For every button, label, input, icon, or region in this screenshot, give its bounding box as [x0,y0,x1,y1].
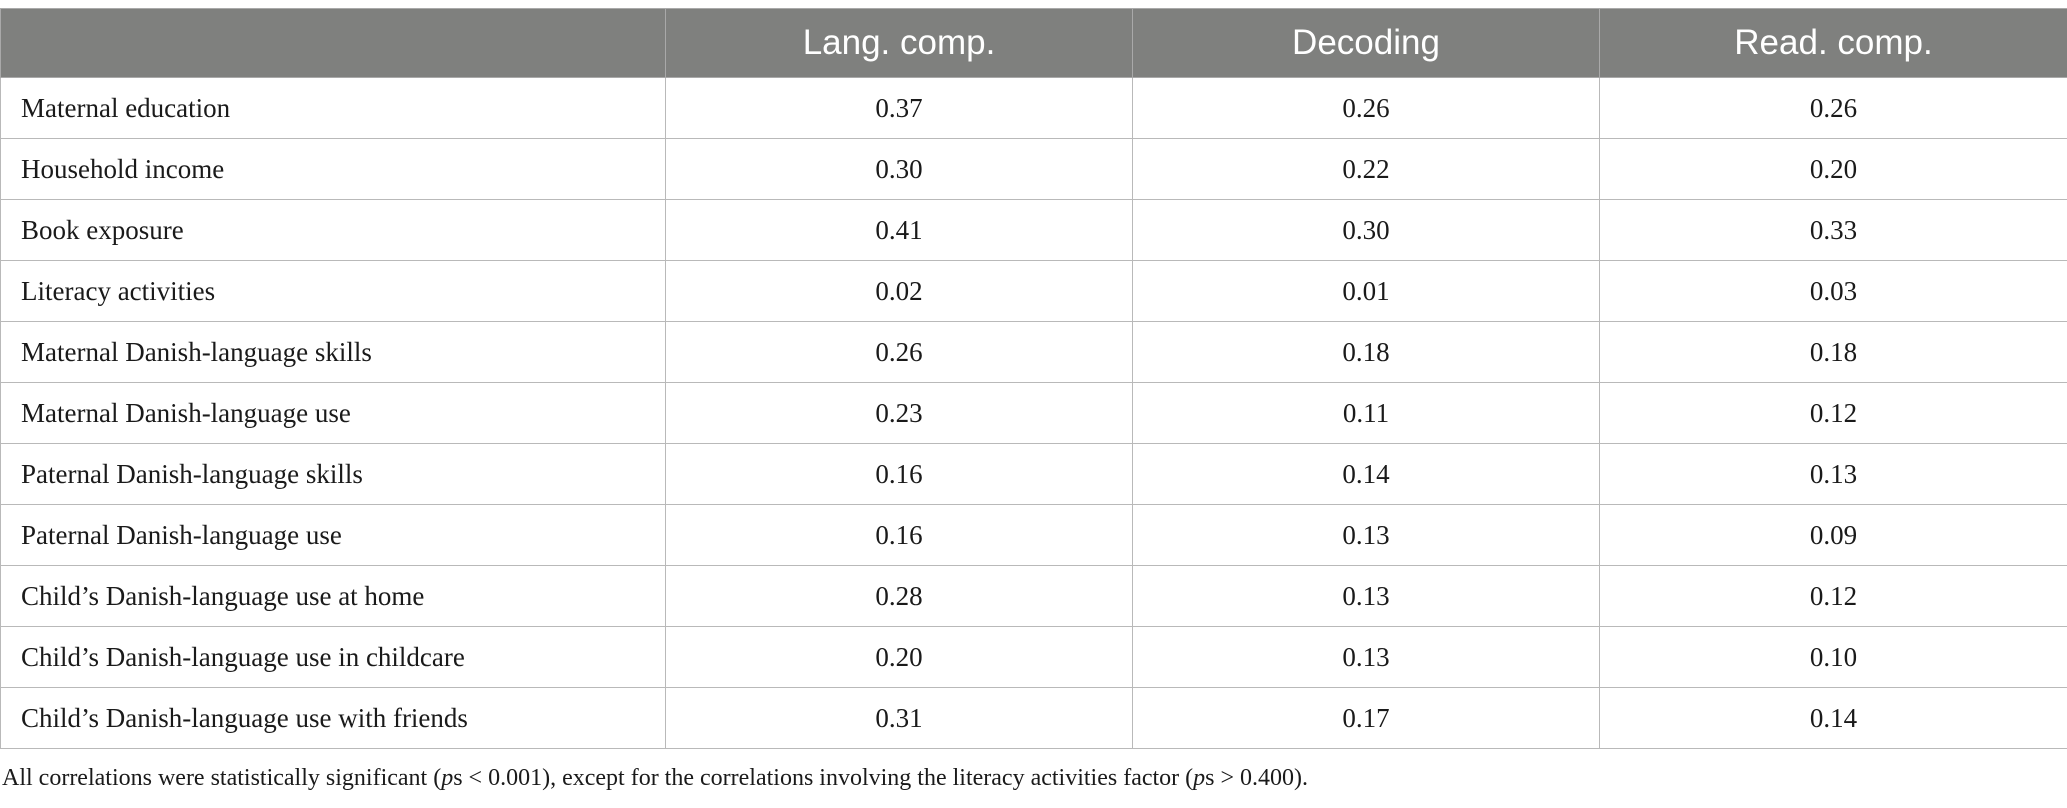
cell-value: 0.20 [1599,138,2067,200]
cell-value: 0.26 [1132,77,1600,139]
cell-value: 0.30 [1132,199,1600,261]
row-label: Maternal Danish-language skills [0,321,666,383]
table-header: Lang. comp. Decoding Read. comp. [0,8,2067,78]
cell-value: 0.17 [1132,687,1600,749]
row-label: Maternal Danish-language use [0,382,666,444]
row-label: Paternal Danish-language skills [0,443,666,505]
cell-value: 0.20 [665,626,1133,688]
cell-value: 0.37 [665,77,1133,139]
row-label: Child’s Danish-language use at home [0,565,666,627]
footnote-p-symbol-2: p [1193,765,1206,791]
table-row: Maternal education 0.37 0.26 0.26 [0,77,2067,139]
cell-value: 0.33 [1599,199,2067,261]
row-label: Child’s Danish-language use in childcare [0,626,666,688]
cell-value: 0.11 [1132,382,1600,444]
cell-value: 0.16 [665,443,1133,505]
correlation-table-container: Lang. comp. Decoding Read. comp. Materna… [0,8,2067,749]
cell-value: 0.13 [1132,504,1600,566]
table-body: Maternal education 0.37 0.26 0.26 Househ… [0,77,2067,749]
table-row: Child’s Danish-language use with friends… [0,687,2067,749]
cell-value: 0.18 [1132,321,1600,383]
table-row: Maternal Danish-language skills 0.26 0.1… [0,321,2067,383]
cell-value: 0.14 [1599,687,2067,749]
table-footnote: All correlations were statistically sign… [2,765,1308,792]
header-cell-empty [0,8,666,78]
cell-value: 0.02 [665,260,1133,322]
cell-value: 0.30 [665,138,1133,200]
table-row: Child’s Danish-language use in childcare… [0,626,2067,688]
cell-value: 0.12 [1599,382,2067,444]
table-row: Maternal Danish-language use 0.23 0.11 0… [0,382,2067,444]
row-label: Literacy activities [0,260,666,322]
cell-value: 0.13 [1599,443,2067,505]
row-label: Paternal Danish-language use [0,504,666,566]
cell-value: 0.26 [665,321,1133,383]
header-row: Lang. comp. Decoding Read. comp. [0,8,2067,78]
cell-value: 0.23 [665,382,1133,444]
cell-value: 0.13 [1132,626,1600,688]
cell-value: 0.22 [1132,138,1600,200]
cell-value: 0.12 [1599,565,2067,627]
cell-value: 0.31 [665,687,1133,749]
cell-value: 0.09 [1599,504,2067,566]
cell-value: 0.10 [1599,626,2067,688]
table-row: Paternal Danish-language use 0.16 0.13 0… [0,504,2067,566]
footnote-text-2: s < 0.001), except for the correlations … [453,765,1194,791]
cell-value: 0.13 [1132,565,1600,627]
cell-value: 0.01 [1132,260,1600,322]
cell-value: 0.28 [665,565,1133,627]
header-read-comp: Read. comp. [1599,8,2067,78]
cell-value: 0.03 [1599,260,2067,322]
cell-value: 0.26 [1599,77,2067,139]
row-label: Maternal education [0,77,666,139]
header-decoding: Decoding [1132,8,1600,78]
cell-value: 0.18 [1599,321,2067,383]
footnote-text-1: All correlations were statistically sign… [2,765,442,791]
cell-value: 0.41 [665,199,1133,261]
table-row: Literacy activities 0.02 0.01 0.03 [0,260,2067,322]
footnote-text-3: s > 0.400). [1205,765,1309,791]
correlation-table: Lang. comp. Decoding Read. comp. Materna… [0,8,2067,749]
cell-value: 0.14 [1132,443,1600,505]
table-row: Child’s Danish-language use at home 0.28… [0,565,2067,627]
row-label: Book exposure [0,199,666,261]
table-row: Paternal Danish-language skills 0.16 0.1… [0,443,2067,505]
row-label: Household income [0,138,666,200]
table-row: Household income 0.30 0.22 0.20 [0,138,2067,200]
cell-value: 0.16 [665,504,1133,566]
table-row: Book exposure 0.41 0.30 0.33 [0,199,2067,261]
header-lang-comp: Lang. comp. [665,8,1133,78]
footnote-p-symbol-1: p [441,765,454,791]
row-label: Child’s Danish-language use with friends [0,687,666,749]
